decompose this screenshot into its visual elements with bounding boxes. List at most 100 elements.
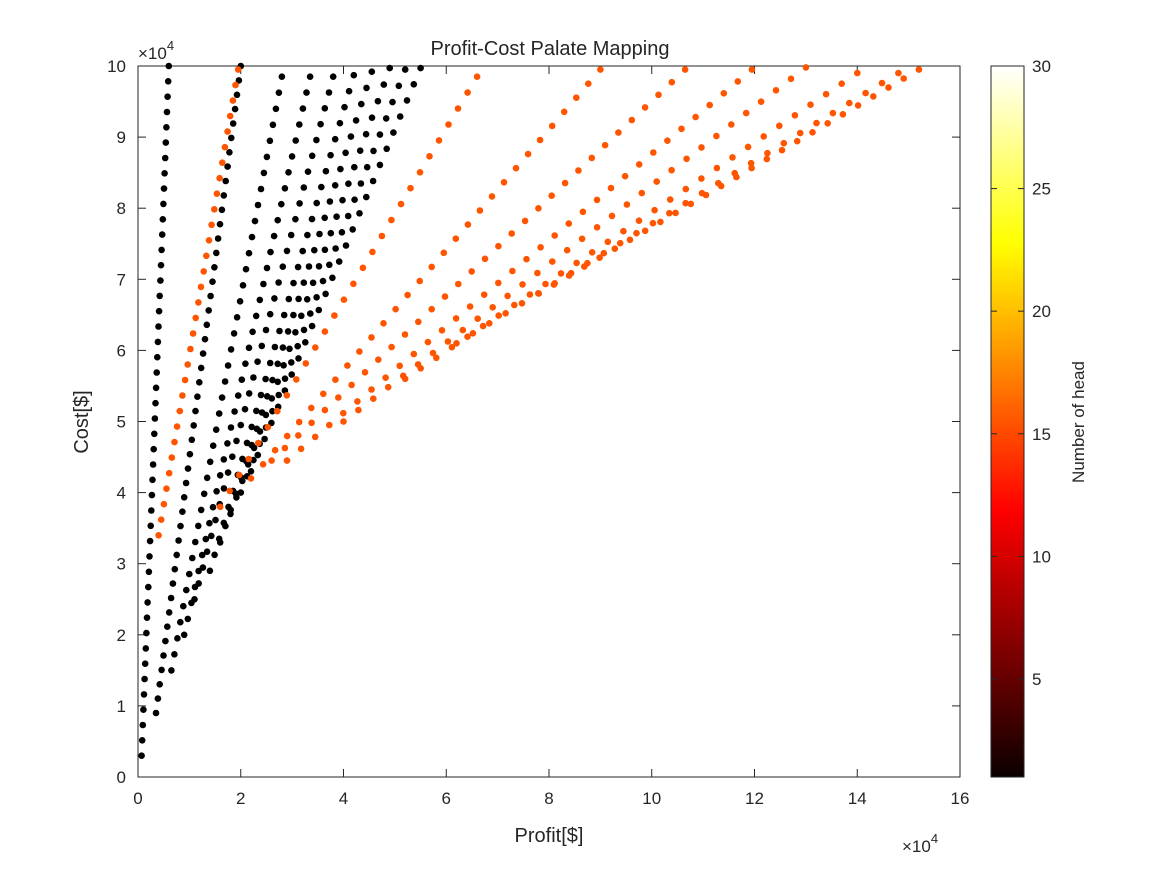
data-point <box>280 311 288 319</box>
data-point <box>180 631 188 639</box>
data-point <box>158 231 166 238</box>
data-point <box>578 235 586 243</box>
data-point <box>375 356 382 364</box>
data-point <box>163 124 170 131</box>
data-point <box>227 346 235 353</box>
data-point <box>143 614 151 621</box>
data-point <box>337 165 344 173</box>
x-tick-label: 16 <box>951 789 970 808</box>
colorbar-ticks: 5 10 15 20 25 30 <box>991 57 1051 689</box>
data-point <box>228 134 235 142</box>
data-point <box>380 81 388 88</box>
data-point <box>218 394 226 401</box>
series-12 <box>216 73 481 511</box>
y-tick-label: 5 <box>117 413 126 432</box>
series-19 <box>535 66 923 297</box>
data-point <box>363 163 371 171</box>
data-point <box>153 369 160 376</box>
data-point <box>480 291 488 299</box>
data-point <box>245 390 253 397</box>
data-point <box>194 393 201 401</box>
data-point <box>321 214 329 222</box>
scatter-points <box>138 62 923 759</box>
data-point <box>396 362 404 370</box>
data-point <box>382 374 389 382</box>
data-point <box>390 129 397 136</box>
data-point <box>459 326 467 334</box>
data-point <box>211 551 218 559</box>
data-point <box>518 300 526 307</box>
data-point <box>504 292 511 300</box>
data-point <box>165 62 173 70</box>
series-1 <box>138 62 173 759</box>
data-point <box>159 216 167 223</box>
data-point <box>885 84 892 91</box>
data-point <box>655 91 662 99</box>
data-point <box>339 196 346 204</box>
x-tick-label: 2 <box>236 789 245 808</box>
data-point <box>561 179 569 187</box>
data-point <box>295 418 303 426</box>
data-point <box>186 450 194 458</box>
series-15 <box>283 66 756 464</box>
data-point <box>748 164 755 172</box>
data-point <box>573 259 580 267</box>
data-point <box>608 212 616 220</box>
y-tick-label: 3 <box>117 555 126 574</box>
data-point <box>296 200 303 207</box>
data-point <box>190 422 197 429</box>
data-point <box>824 120 831 127</box>
data-point <box>878 79 886 87</box>
data-point <box>288 359 295 366</box>
colorbar-tick-label: 10 <box>1032 547 1051 566</box>
data-point <box>260 169 268 177</box>
data-point <box>200 268 207 275</box>
data-point <box>146 553 153 560</box>
data-point <box>331 182 339 189</box>
data-point <box>395 82 403 90</box>
data-point <box>311 433 319 441</box>
x-tick-label: 12 <box>745 789 764 808</box>
data-point <box>332 376 339 384</box>
data-point <box>653 178 660 185</box>
data-point <box>331 135 339 143</box>
data-point <box>537 244 544 251</box>
data-point <box>205 237 213 244</box>
x-tick-label: 6 <box>442 789 451 808</box>
data-point <box>308 419 315 427</box>
data-point <box>233 91 241 99</box>
data-point <box>551 232 558 239</box>
data-point <box>668 166 675 174</box>
data-point <box>262 375 269 383</box>
data-point <box>668 78 676 86</box>
data-point <box>199 564 207 571</box>
data-point <box>776 122 783 130</box>
data-point <box>692 113 699 121</box>
data-point <box>651 206 658 214</box>
data-point <box>257 391 265 399</box>
data-point <box>250 374 257 381</box>
data-point <box>469 330 477 337</box>
data-point <box>160 200 167 208</box>
series-2 <box>152 62 245 717</box>
data-point <box>245 249 253 257</box>
data-point <box>205 307 212 314</box>
data-point <box>657 218 664 226</box>
data-point <box>244 461 252 468</box>
data-point <box>184 361 191 368</box>
data-point <box>535 290 542 297</box>
data-point <box>238 376 246 384</box>
data-point <box>259 461 267 468</box>
data-point <box>281 185 289 192</box>
data-point <box>222 177 229 185</box>
data-point <box>635 161 643 168</box>
data-point <box>208 532 215 540</box>
data-point <box>278 200 285 208</box>
data-point <box>807 101 814 108</box>
data-point <box>196 379 203 386</box>
data-point <box>234 392 242 399</box>
colorbar-tick-label: 25 <box>1032 180 1051 199</box>
data-point <box>252 407 260 415</box>
data-point <box>211 206 218 213</box>
data-point <box>300 279 308 287</box>
